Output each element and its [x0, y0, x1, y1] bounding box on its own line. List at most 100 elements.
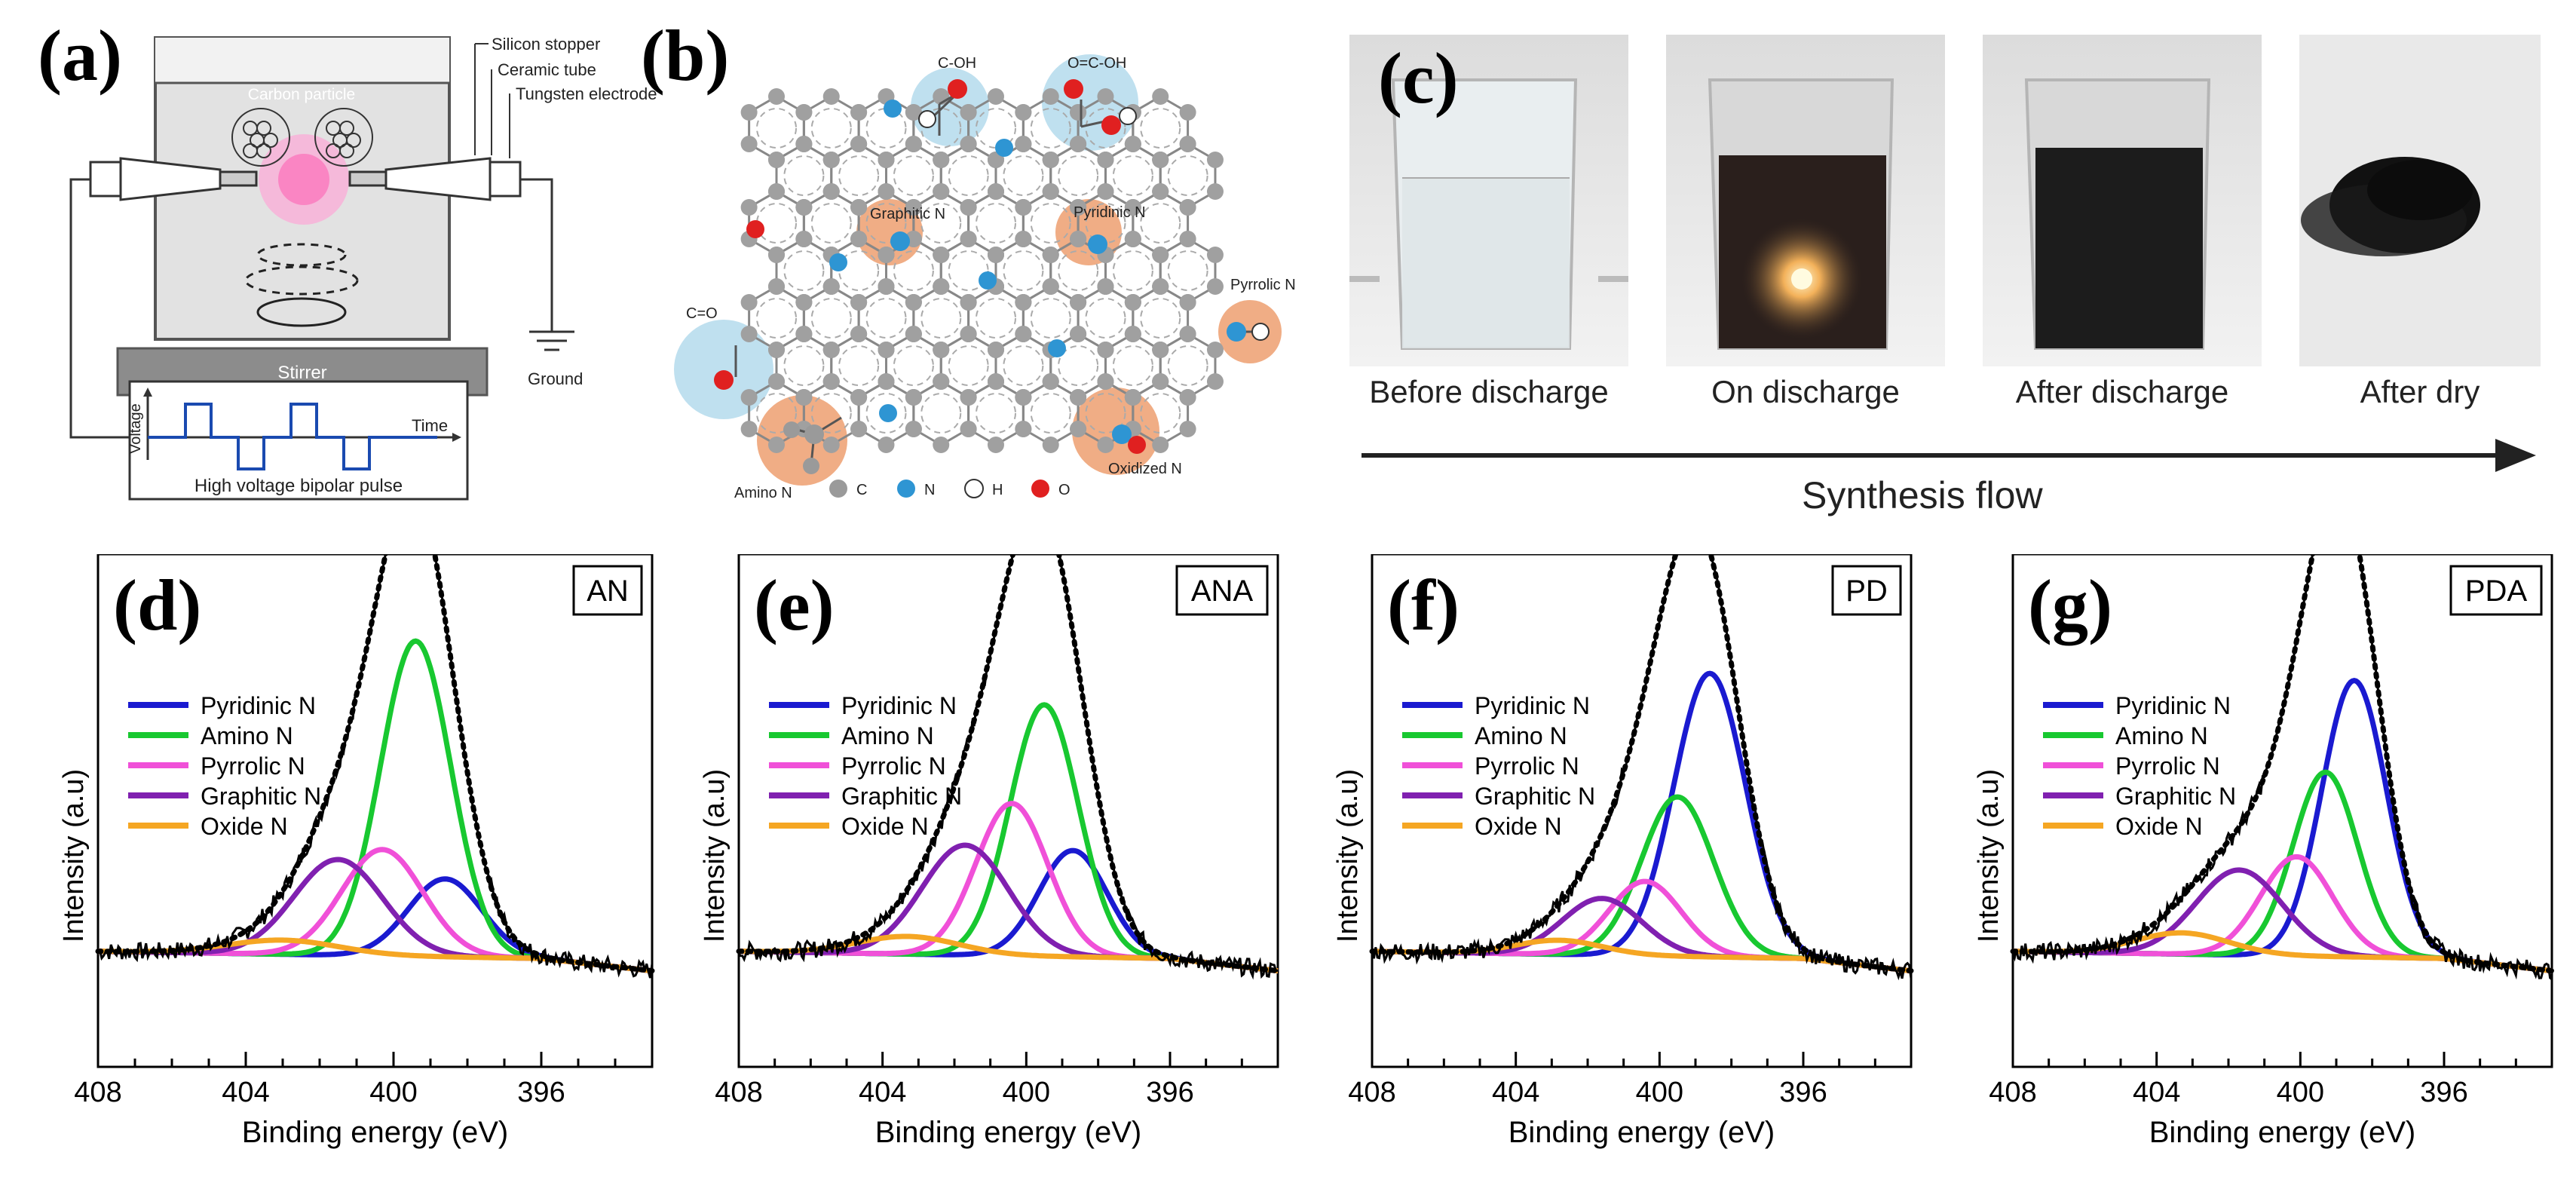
x-axis-label: Binding energy (eV)	[2149, 1116, 2416, 1149]
legend-label: Oxide N	[201, 813, 288, 840]
legend-label: Pyrrolic N	[841, 752, 946, 780]
atom-legend-h: H	[992, 482, 1003, 498]
atom-legend-o: O	[1058, 482, 1071, 498]
carbon-particle-icon	[231, 108, 373, 167]
legend-label: Graphitic N	[841, 783, 962, 810]
x-tick-label: 404	[859, 1077, 906, 1108]
sample-tag-box	[1175, 565, 1269, 616]
y-axis-label: Intensity (a.u)	[699, 769, 731, 942]
sample-tag: PDA	[2465, 575, 2528, 608]
co-label: C=O	[686, 305, 718, 322]
synthesis-flow-label: Synthesis flow	[1802, 474, 2043, 516]
caption-after-dry: After dry	[2360, 374, 2480, 409]
x-axis-label: Binding energy (eV)	[242, 1116, 509, 1149]
component-pyridinic-n	[1372, 670, 1912, 974]
fitted-envelope	[95, 554, 655, 974]
x-tick-label: 396	[1779, 1077, 1827, 1108]
panel-label-b: (b)	[641, 15, 730, 96]
atom-legend-c: C	[856, 482, 867, 498]
panel-label: (f)	[1387, 565, 1460, 645]
graphitic-n-label: Graphitic N	[870, 206, 945, 222]
legend-label: Pyridinic N	[841, 692, 957, 719]
panel-label-c: (c)	[1378, 38, 1459, 118]
sample-tag: AN	[587, 575, 629, 608]
panel-label: (d)	[113, 565, 201, 645]
caption-on-discharge: On discharge	[1711, 374, 1900, 409]
tungsten-electrode-label: Tungsten electrode	[516, 84, 657, 103]
sample-tag-box	[572, 565, 643, 616]
ground-label: Ground	[528, 369, 583, 388]
sample-tag: PD	[1845, 575, 1888, 608]
photo-after-discharge	[1983, 35, 2262, 366]
legend-label: Amino N	[201, 722, 293, 749]
synthesis-photos	[1349, 35, 2541, 472]
ceramic-tube-label: Ceramic tube	[498, 60, 596, 79]
plot-frame	[1371, 554, 1913, 1068]
fitted-envelope	[736, 554, 1281, 974]
x-tick-label: 396	[2420, 1077, 2467, 1108]
legend-label: Graphitic N	[2115, 783, 2236, 810]
legend-label: Amino N	[1475, 722, 1567, 749]
highlight-amino	[757, 395, 847, 486]
legend-label: Pyridinic N	[2115, 692, 2231, 719]
x-tick-label: 396	[1146, 1077, 1193, 1108]
pulse-label: High voltage bipolar pulse	[195, 476, 403, 496]
left-electrode	[89, 157, 258, 201]
x-tick-label: 400	[1003, 1077, 1050, 1108]
y-axis-label: Intensity (a.u)	[1332, 769, 1364, 942]
x-tick-label: 408	[1348, 1077, 1395, 1108]
caption-before-discharge: Before discharge	[1369, 374, 1609, 409]
x-tick-label: 404	[222, 1077, 269, 1108]
x-axis-label: Binding energy (eV)	[1509, 1116, 1775, 1149]
coh-label: C-OH	[938, 55, 976, 72]
photo-before-discharge	[1349, 35, 1628, 366]
panel-label-a: (a)	[38, 15, 122, 96]
sample-tag-box	[1831, 565, 1902, 616]
legend-label: Pyridinic N	[1475, 692, 1590, 719]
x-tick-label: 400	[1636, 1077, 1683, 1108]
stirrer-label: Stirrer	[277, 363, 326, 383]
panel-label: (e)	[754, 565, 835, 645]
sample-tag: ANA	[1191, 575, 1254, 608]
xps-chart-an: 408 404 400 396 Binding energy (eV) Intensity…	[58, 554, 655, 1149]
photo-on-discharge	[1666, 35, 1945, 366]
bipolar-pulse-trace	[148, 403, 437, 470]
ococh-label: O=C-OH	[1067, 55, 1126, 72]
component-amino-n	[98, 638, 653, 974]
legend-label: Pyridinic N	[201, 692, 316, 719]
legend-label: Graphitic N	[1475, 783, 1595, 810]
oxidized-n-label: Oxidized N	[1108, 461, 1182, 477]
photo-after-dry	[2299, 35, 2541, 366]
amino-n-label: Amino N	[734, 485, 792, 501]
fitted-envelope	[2010, 554, 2555, 974]
plot-frame	[2011, 554, 2553, 1068]
pyridinic-n-label: Pyridinic N	[1074, 204, 1146, 221]
plot-frame	[737, 554, 1279, 1068]
pyrrolic-n-label: Pyrrolic N	[1230, 277, 1296, 293]
fitted-envelope	[1369, 554, 1914, 974]
pulse-waveform-box	[128, 380, 469, 501]
component-amino-n	[2013, 769, 2553, 974]
caption-after-discharge: After discharge	[2015, 374, 2229, 409]
x-tick-label: 408	[74, 1077, 121, 1108]
highlight-co	[674, 320, 773, 419]
y-axis-label: Intensity (a.u)	[1973, 769, 2005, 942]
x-axis-label: Binding energy (eV)	[875, 1116, 1142, 1149]
legend-label: Oxide N	[841, 813, 929, 840]
panel-label: (g)	[2028, 565, 2112, 645]
discharge-apparatus-diagram: Carbon particle Stirrer Silicon stopper …	[69, 35, 657, 501]
sample-tag-box	[2449, 565, 2543, 616]
legend-label: Amino N	[2115, 722, 2208, 749]
x-tick-label: 400	[369, 1077, 417, 1108]
legend-label: Oxide N	[1475, 813, 1562, 840]
x-tick-label: 400	[2277, 1077, 2324, 1108]
x-tick-label: 408	[1989, 1077, 2036, 1108]
legend-label: Amino N	[841, 722, 934, 749]
atom-legend-n: N	[924, 482, 935, 498]
legend-label: Graphitic N	[201, 783, 321, 810]
y-axis-label: Intensity (a.u)	[58, 769, 90, 942]
legend-label: Oxide N	[2115, 813, 2203, 840]
silicon-stopper-label: Silicon stopper	[492, 35, 600, 54]
time-axis-label: Time	[412, 416, 448, 435]
